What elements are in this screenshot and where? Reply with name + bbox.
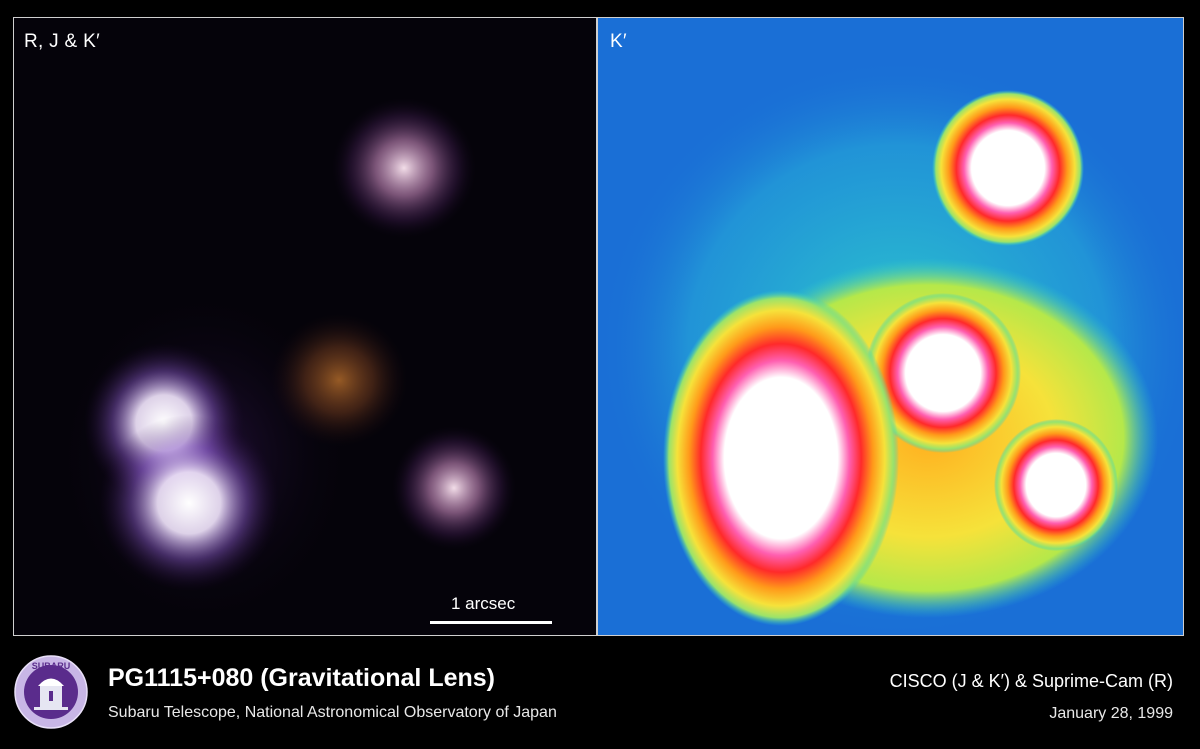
logo-text: SUBARU xyxy=(32,661,71,671)
subaru-logo-icon: SUBARU xyxy=(14,655,88,729)
kprime-image xyxy=(598,58,1183,635)
source-image-top xyxy=(932,90,1084,246)
instrument-info: CISCO (J & K′) & Suprime-Cam (R) xyxy=(889,671,1173,691)
source-image-right xyxy=(392,426,516,550)
source-image-a2 xyxy=(99,415,279,591)
source-image-top xyxy=(332,98,476,238)
composite-image-panel: R, J & K′ 1 arcsec xyxy=(13,17,597,636)
image-credit: Subaru Telescope, National Astronomical … xyxy=(108,704,557,721)
kprime-image-panel: K′ xyxy=(597,17,1184,636)
panel-label-kprime: K′ xyxy=(610,31,627,52)
source-image-right xyxy=(994,419,1118,551)
scale-bar xyxy=(430,621,552,624)
composite-image xyxy=(54,98,516,628)
caption-footer xyxy=(0,646,1200,749)
image-title: PG1115+080 (Gravitational Lens) xyxy=(108,664,495,692)
scale-bar-label: 1 arcsec xyxy=(451,594,516,613)
lens-galaxy xyxy=(865,293,1021,453)
panel-label-composite: R, J & K′ xyxy=(24,31,100,52)
observation-date: January 28, 1999 xyxy=(1049,705,1173,722)
source-image-a xyxy=(663,290,899,626)
lens-galaxy xyxy=(271,314,407,446)
